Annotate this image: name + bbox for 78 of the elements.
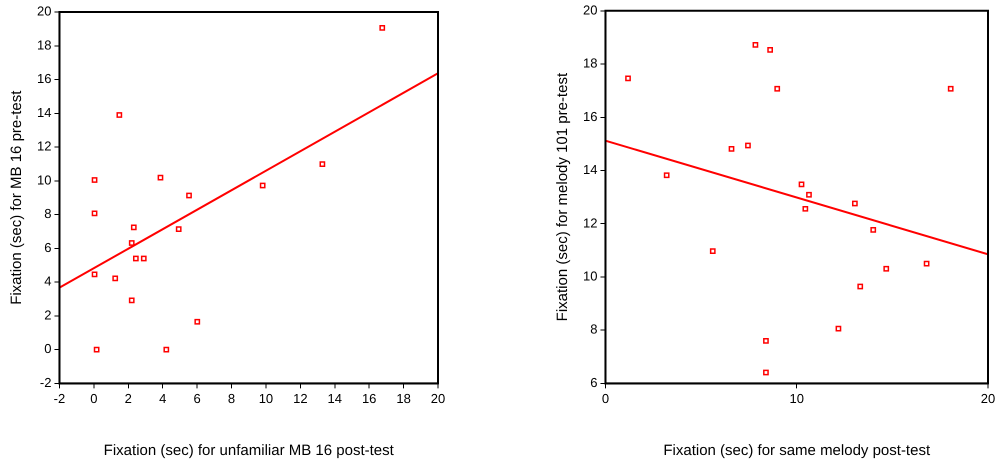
point <box>140 256 147 262</box>
x-tick-label: 8 <box>228 390 236 406</box>
point <box>752 42 758 48</box>
x-tick-label: 20 <box>980 390 996 406</box>
point <box>664 172 670 178</box>
point <box>857 284 864 290</box>
x-tick-label: 16 <box>362 390 376 406</box>
point <box>745 142 751 148</box>
y-tick-label: 12 <box>582 215 598 230</box>
y-tick-label: 6 <box>590 374 598 390</box>
y-tick-label: 10 <box>582 268 598 284</box>
point <box>116 112 122 118</box>
point <box>883 266 890 272</box>
point <box>870 226 876 233</box>
x-tick-label: 18 <box>396 390 411 406</box>
y-tick-label: 20 <box>36 4 52 19</box>
point <box>728 146 734 152</box>
y-tick-label: 20 <box>582 2 598 18</box>
point <box>92 177 98 183</box>
y-tick-label: 10 <box>36 172 52 188</box>
point <box>625 76 631 82</box>
x-tick-label: -2 <box>54 390 66 406</box>
x-tick-label: 14 <box>328 390 342 406</box>
point <box>92 271 98 278</box>
y-tick-label: 14 <box>36 104 52 120</box>
y-tick-label: 16 <box>36 71 52 86</box>
y-tick-label: 8 <box>44 206 52 222</box>
x-tick-label: 6 <box>193 390 201 406</box>
y-axis-title: Fixation (sec) for MB 16 pre-test <box>8 90 26 305</box>
point <box>194 318 200 325</box>
y-tick-label: -2 <box>40 374 52 390</box>
y-axis-title: Fixation (sec) for melody 101 pre-test <box>554 72 572 322</box>
point <box>92 210 98 216</box>
y-tick-label: 4 <box>44 274 52 289</box>
y-tick-label: 14 <box>582 162 598 178</box>
point <box>924 260 930 267</box>
y-tick-label: 18 <box>36 37 52 52</box>
point <box>774 86 780 92</box>
point <box>763 370 769 376</box>
point <box>836 326 842 332</box>
point <box>320 161 326 167</box>
point <box>260 182 266 188</box>
point <box>763 338 769 344</box>
point <box>710 248 716 254</box>
y-tick-label: 12 <box>36 138 52 154</box>
y-tick-label: 6 <box>44 240 52 255</box>
x-tick-label: 12 <box>293 390 308 406</box>
point <box>158 174 164 180</box>
y-tick-label: 0 <box>44 341 52 356</box>
y-tick-label: 2 <box>44 307 52 322</box>
x-tick-label: 4 <box>159 390 166 406</box>
point <box>176 226 182 232</box>
x-tick-label: 20 <box>430 390 446 406</box>
point <box>852 200 858 206</box>
point <box>767 47 774 53</box>
point <box>802 206 808 212</box>
x-axis-title: Fixation (sec) for same melody post-test <box>663 442 931 460</box>
point <box>948 86 954 92</box>
y-tick-label: 8 <box>590 322 598 337</box>
x-tick-label: 0 <box>602 390 610 406</box>
point <box>130 224 137 230</box>
point <box>379 25 386 31</box>
point <box>94 346 100 353</box>
x-axis-title: Fixation (sec) for unfamiliar MB 16 post-test <box>104 442 395 460</box>
y-tick-label: 18 <box>582 56 598 71</box>
point <box>112 276 118 282</box>
x-tick-label: 0 <box>90 390 98 406</box>
point <box>132 256 139 262</box>
x-tick-label: 10 <box>258 390 274 406</box>
x-tick-label: 2 <box>124 390 132 406</box>
x-tick-label: 10 <box>789 390 804 406</box>
point <box>128 240 135 246</box>
point <box>128 297 135 304</box>
point <box>163 346 170 353</box>
y-tick-label: 16 <box>582 108 598 124</box>
point <box>798 181 804 188</box>
point <box>186 192 192 198</box>
point <box>806 192 812 198</box>
